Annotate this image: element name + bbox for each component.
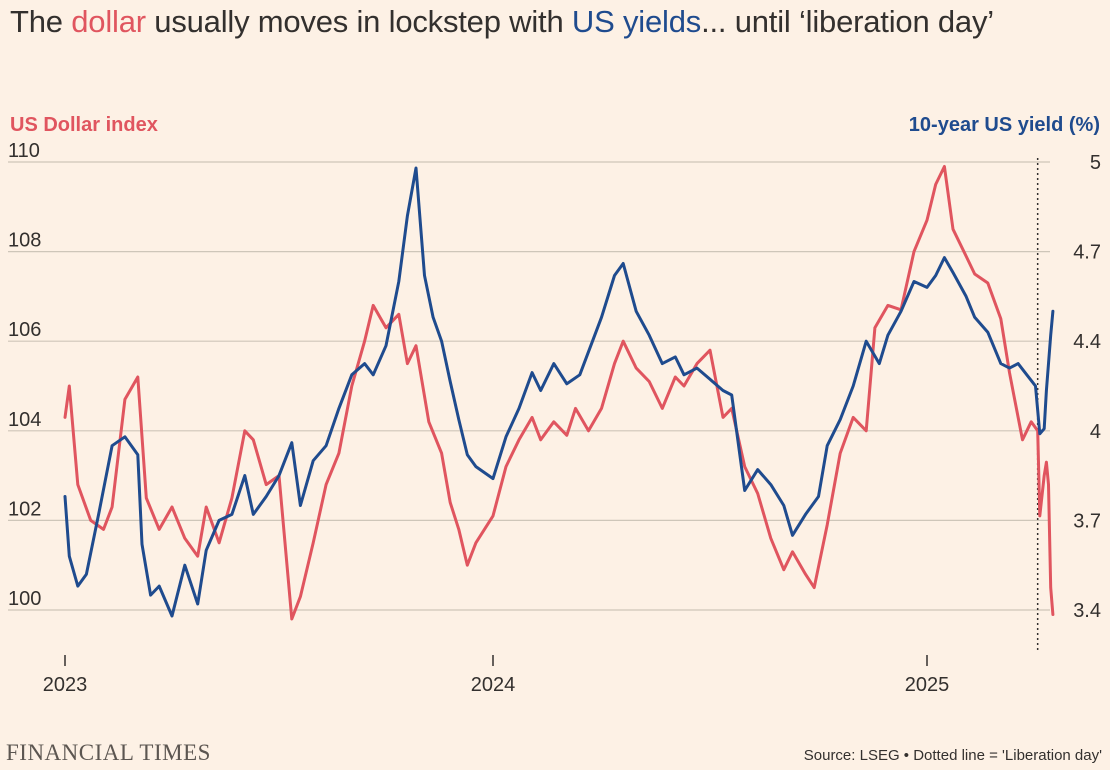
x-tick-label: 2024 bbox=[471, 674, 516, 696]
x-tick-label: 2025 bbox=[905, 674, 950, 696]
left-tick-label: 108 bbox=[8, 230, 41, 252]
right-tick-label: 4.7 bbox=[1073, 242, 1101, 264]
left-axis-label: US Dollar index bbox=[10, 114, 158, 136]
source-note: Source: LSEG • Dotted line = 'Liberation… bbox=[803, 747, 1102, 764]
dollar-index-line bbox=[63, 165, 1055, 621]
left-tick-label: 106 bbox=[8, 319, 41, 341]
chart-title: The dollar usually moves in lockstep wit… bbox=[10, 4, 994, 40]
title-dollar-highlight: dollar bbox=[71, 4, 146, 39]
right-tick-label: 4 bbox=[1090, 421, 1101, 443]
title-text: usually moves in lockstep with bbox=[145, 4, 572, 39]
right-axis-label: 10-year US yield (%) bbox=[908, 114, 1100, 136]
title-yields-highlight: US yields bbox=[571, 4, 702, 39]
right-tick-label: 3.7 bbox=[1073, 510, 1101, 532]
right-tick-label: 3.4 bbox=[1073, 600, 1101, 622]
us-yield-line bbox=[63, 166, 1055, 618]
left-tick-label: 104 bbox=[8, 409, 41, 431]
left-tick-label: 100 bbox=[8, 588, 41, 610]
left-tick-label: 110 bbox=[8, 140, 40, 162]
right-tick-label: 5 bbox=[1090, 152, 1101, 174]
ft-logo: FINANCIAL TIMES bbox=[6, 740, 211, 765]
title-text: The bbox=[10, 4, 72, 39]
title-text: ... until ‘liberation day’ bbox=[701, 4, 994, 39]
x-tick-label: 2023 bbox=[43, 674, 88, 696]
right-tick-label: 4.4 bbox=[1073, 331, 1101, 353]
left-tick-label: 102 bbox=[8, 498, 41, 520]
